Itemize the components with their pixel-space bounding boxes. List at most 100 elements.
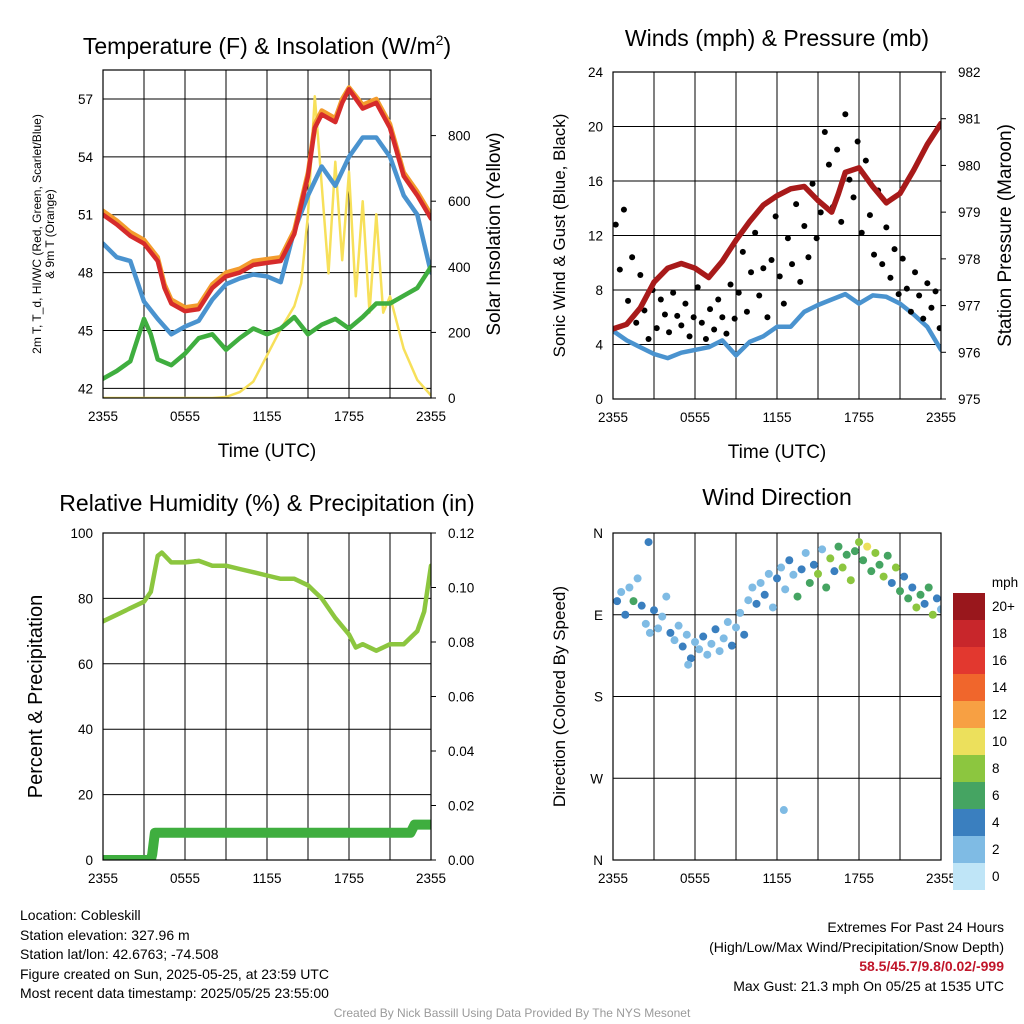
direction-point xyxy=(826,554,835,563)
y2-tick-label: 982 xyxy=(958,65,981,80)
series-line-solar-insolation xyxy=(103,94,431,398)
gust-point xyxy=(620,206,627,213)
y-tick-label: 0 xyxy=(595,392,603,407)
direction-point xyxy=(740,630,749,639)
plot-frame xyxy=(612,71,942,400)
y-tick-label: 45 xyxy=(78,323,93,338)
y2-tick-label: 976 xyxy=(958,345,981,360)
direction-point xyxy=(629,597,638,606)
y-tick-label: N xyxy=(593,526,603,541)
direction-point xyxy=(793,592,802,601)
gust-point xyxy=(887,274,894,281)
direction-point xyxy=(785,556,794,565)
gust-point xyxy=(719,314,726,321)
wind-direction-panel: Wind Direction N W S E N 2355 0555 1155 1755 2355 D… xyxy=(550,484,1018,890)
gust-point xyxy=(760,265,767,272)
direction-point xyxy=(684,660,693,669)
direction-point xyxy=(703,650,712,659)
gust-point xyxy=(793,201,800,208)
chart-title: Relative Humidity (%) & Precipitation (i… xyxy=(59,490,474,516)
chart-title: Temperature (F) & Insolation (W/m2) xyxy=(83,32,451,59)
series-line-station-pressure xyxy=(613,120,941,332)
gust-point xyxy=(674,312,681,319)
direction-point xyxy=(891,563,900,572)
gust-point xyxy=(764,314,771,321)
direction-point xyxy=(699,632,708,641)
direction-point xyxy=(617,588,626,597)
y-tick-label: N xyxy=(593,853,603,868)
y-axis-label: 2m T, T_d, HI/WC (Red, Green, Scarlet/Bl… xyxy=(30,114,57,354)
colorbar-label: 20+ xyxy=(992,599,1015,614)
x-tick-label: 0555 xyxy=(170,871,200,886)
gust-point xyxy=(903,285,910,292)
gust-point xyxy=(653,325,660,332)
direction-point xyxy=(781,585,790,594)
colorbar-label: 16 xyxy=(992,653,1007,668)
plot-frame xyxy=(102,532,432,861)
direction-point xyxy=(777,563,786,572)
direction-point xyxy=(814,569,822,578)
x-tick-label: 0555 xyxy=(680,871,710,886)
colorbar-swatch xyxy=(953,647,985,674)
colorbar-label: 6 xyxy=(992,788,1000,803)
direction-point xyxy=(928,610,937,619)
y-tick-label: 16 xyxy=(588,174,603,189)
y-axis-label-line: 2m T, T_d, HI/WC (Red, Green, Scarlet/Bl… xyxy=(30,114,44,354)
gust-point xyxy=(727,281,734,288)
gust-point xyxy=(813,235,820,242)
colorbar-swatch xyxy=(953,782,985,809)
y-tick-label: 60 xyxy=(78,657,93,672)
colorbar-swatch xyxy=(953,593,985,620)
plot-area xyxy=(613,538,941,815)
gust-point xyxy=(739,248,746,255)
direction-point xyxy=(830,567,839,576)
y2-tick-label: 600 xyxy=(448,194,471,209)
gust-point xyxy=(866,212,873,219)
y-tick-label: 48 xyxy=(78,266,93,281)
y2-tick-label: 0.00 xyxy=(448,853,474,868)
title-rest: ) xyxy=(443,33,451,59)
gust-point xyxy=(916,292,923,299)
direction-point xyxy=(863,542,872,551)
station-location: Location: Cobleskill xyxy=(20,907,141,923)
gust-point xyxy=(817,209,824,216)
chart-title: Winds (mph) & Pressure (mb) xyxy=(625,25,929,51)
direction-point xyxy=(879,572,888,581)
gust-point xyxy=(690,314,697,321)
direction-point xyxy=(715,647,724,656)
direction-point xyxy=(867,567,876,576)
direction-point xyxy=(937,605,941,614)
x-tick-label: 1155 xyxy=(252,409,281,424)
station-latlon: Station lat/lon: 42.6763; -74.508 xyxy=(20,946,219,963)
series-line-relative-humidity xyxy=(103,550,431,653)
direction-point xyxy=(736,608,745,617)
gust-point xyxy=(748,269,755,276)
gust-point xyxy=(907,308,914,315)
gust-point xyxy=(899,255,906,262)
direction-point xyxy=(916,590,925,599)
direction-point xyxy=(650,606,658,615)
gust-point xyxy=(809,180,816,187)
series-line-2m-t xyxy=(103,87,431,314)
x-tick-label: 1755 xyxy=(844,871,874,886)
gust-point xyxy=(780,300,787,307)
y2-tick-label: 981 xyxy=(958,112,981,127)
direction-point xyxy=(871,548,880,557)
direction-point xyxy=(625,583,634,592)
gust-point xyxy=(678,322,685,329)
gust-point xyxy=(891,246,898,253)
direction-point xyxy=(904,594,913,603)
direction-point xyxy=(711,625,720,634)
gust-point xyxy=(686,333,693,340)
y2-tick-label: 400 xyxy=(448,260,471,275)
gust-point xyxy=(895,291,902,298)
gust-point xyxy=(629,254,636,261)
chart-title: Wind Direction xyxy=(702,484,852,510)
colorbar-swatch xyxy=(953,728,985,755)
direction-point xyxy=(727,641,736,650)
y-tick-label: 12 xyxy=(588,229,603,244)
colorbar-label: 8 xyxy=(992,761,1000,776)
direction-point xyxy=(662,592,671,601)
y-tick-label: 40 xyxy=(78,722,93,737)
